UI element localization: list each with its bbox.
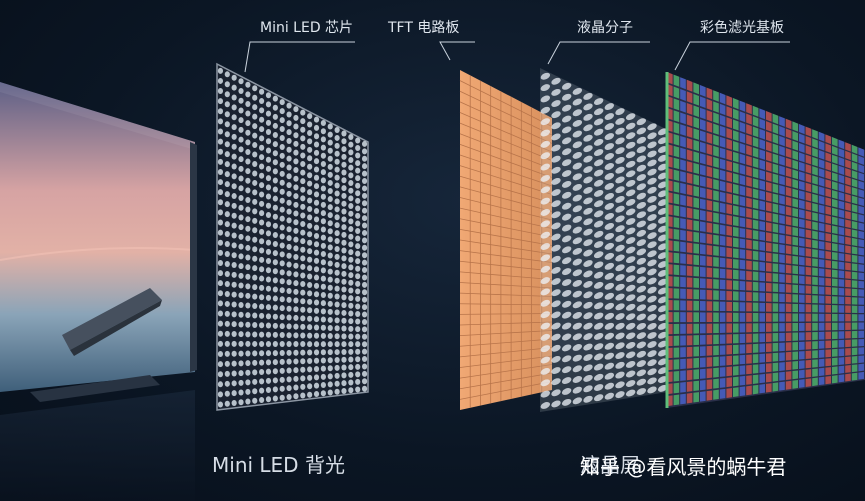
mini-led-backlight-label: Mini LED 背光 — [212, 453, 345, 477]
color-filter-label: 彩色滤光基板 — [700, 20, 784, 36]
watermark: 知乎 @看风景的蜗牛君 — [580, 455, 787, 479]
mini-led-chip-label: Mini LED 芯片 — [260, 20, 354, 36]
lcd-screen-label: 液晶屏 — [580, 453, 640, 477]
liquid-crystal-label: 液晶分子 — [577, 20, 633, 36]
tft-board-label: TFT 电路板 — [388, 20, 460, 36]
